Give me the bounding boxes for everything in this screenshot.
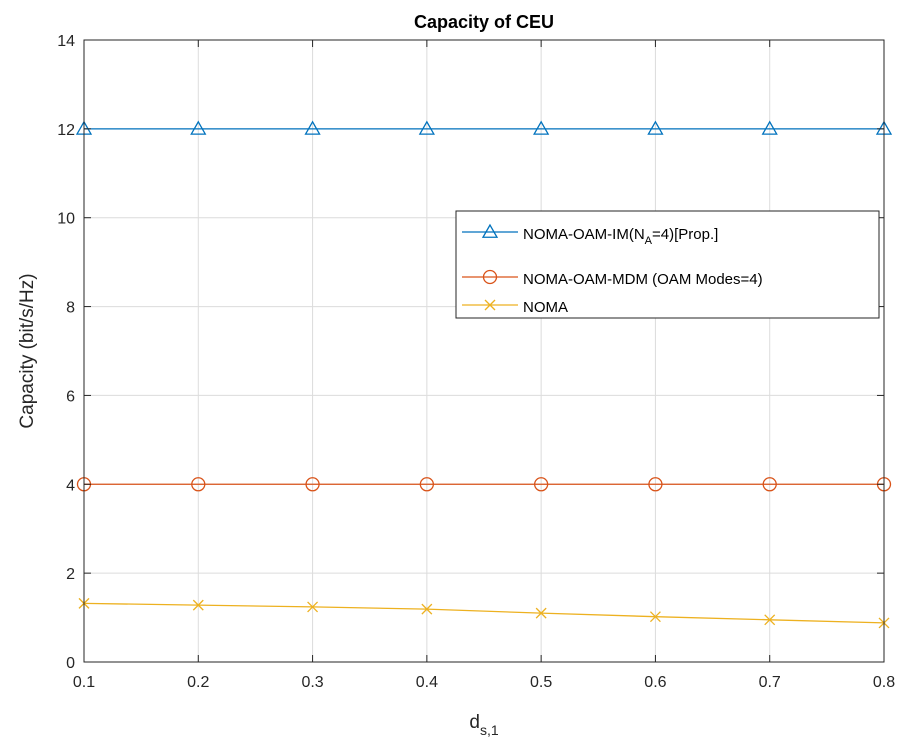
data-point	[649, 611, 661, 623]
y-tick-label: 2	[66, 566, 75, 583]
series-0	[75, 120, 893, 135]
data-point	[762, 477, 777, 492]
data-point	[192, 599, 204, 611]
y-tick-label: 14	[57, 33, 75, 50]
legend-swatch	[462, 299, 518, 311]
legend-swatch	[462, 223, 518, 238]
data-point	[305, 477, 320, 492]
data-point	[190, 120, 207, 135]
series-layer	[75, 120, 893, 629]
data-point	[764, 614, 776, 626]
plot-frame	[83, 39, 885, 663]
legend-marker	[484, 299, 496, 311]
data-point	[648, 477, 663, 492]
y-tick-label: 4	[66, 477, 75, 494]
y-tick-label: 12	[57, 122, 75, 139]
x-tick-label: 0.3	[301, 674, 323, 691]
legend-swatch	[462, 269, 518, 285]
data-point	[533, 477, 549, 492]
y-tick-label: 10	[57, 211, 75, 228]
x-axis-label-subscript: s,1	[480, 722, 499, 738]
x-tick-label: 0.8	[873, 674, 895, 691]
data-point	[419, 477, 435, 492]
y-axis-label: Capacity (bit/s/Hz)	[17, 273, 38, 428]
data-point	[647, 120, 664, 135]
y-tick-label: 8	[66, 300, 75, 317]
y-tick-label: 0	[66, 655, 75, 672]
y-tick-label: 6	[66, 388, 75, 405]
x-tick-label: 0.5	[530, 674, 552, 691]
legend-box	[455, 210, 880, 319]
legend: NOMA-OAM-IM(NA=4)[Prop.] NOMA-OAM-MDM (O…	[455, 210, 880, 319]
data-point	[191, 477, 206, 492]
data-point	[421, 603, 433, 615]
x-tick-label: 0.2	[187, 674, 209, 691]
ticks: 0.1 0.2 0.3 0.4 0.5 0.6 0.7 0.8 0 2 4 6 8 10 12 14	[57, 33, 895, 691]
data-point	[418, 120, 435, 135]
plot-area	[84, 40, 884, 662]
legend-marker	[481, 223, 499, 238]
x-tick-label: 0.7	[759, 674, 781, 691]
data-point	[533, 120, 550, 135]
legend-marker	[482, 269, 498, 285]
legend-label-noma-oam-im: NOMA-OAM-IM(NA=4)[Prop.]	[523, 226, 718, 247]
chart-title: Capacity of CEU	[414, 12, 554, 32]
x-tick-label: 0.4	[416, 674, 438, 691]
x-axis-label-main: d	[469, 712, 480, 733]
data-point	[535, 607, 547, 619]
legend-swatches	[462, 223, 518, 311]
x-tick-label: 0.1	[73, 674, 95, 691]
data-point	[761, 120, 778, 135]
legend-label-noma: NOMA	[523, 299, 568, 316]
legend-label-noma-oam-im-rest: =4)[Prop.]	[652, 226, 718, 243]
x-tick-label: 0.6	[644, 674, 666, 691]
legend-label-noma-oam-im-main: NOMA-OAM-IM(N	[523, 226, 645, 243]
x-axis-label: ds,1	[469, 712, 498, 738]
data-point	[304, 120, 321, 135]
legend-label-noma-oam-mdm: NOMA-OAM-MDM (OAM Modes=4)	[523, 271, 763, 288]
series-line	[83, 602, 885, 624]
legend-label-noma-oam-im-sub: A	[645, 235, 653, 247]
data-point	[307, 601, 319, 613]
